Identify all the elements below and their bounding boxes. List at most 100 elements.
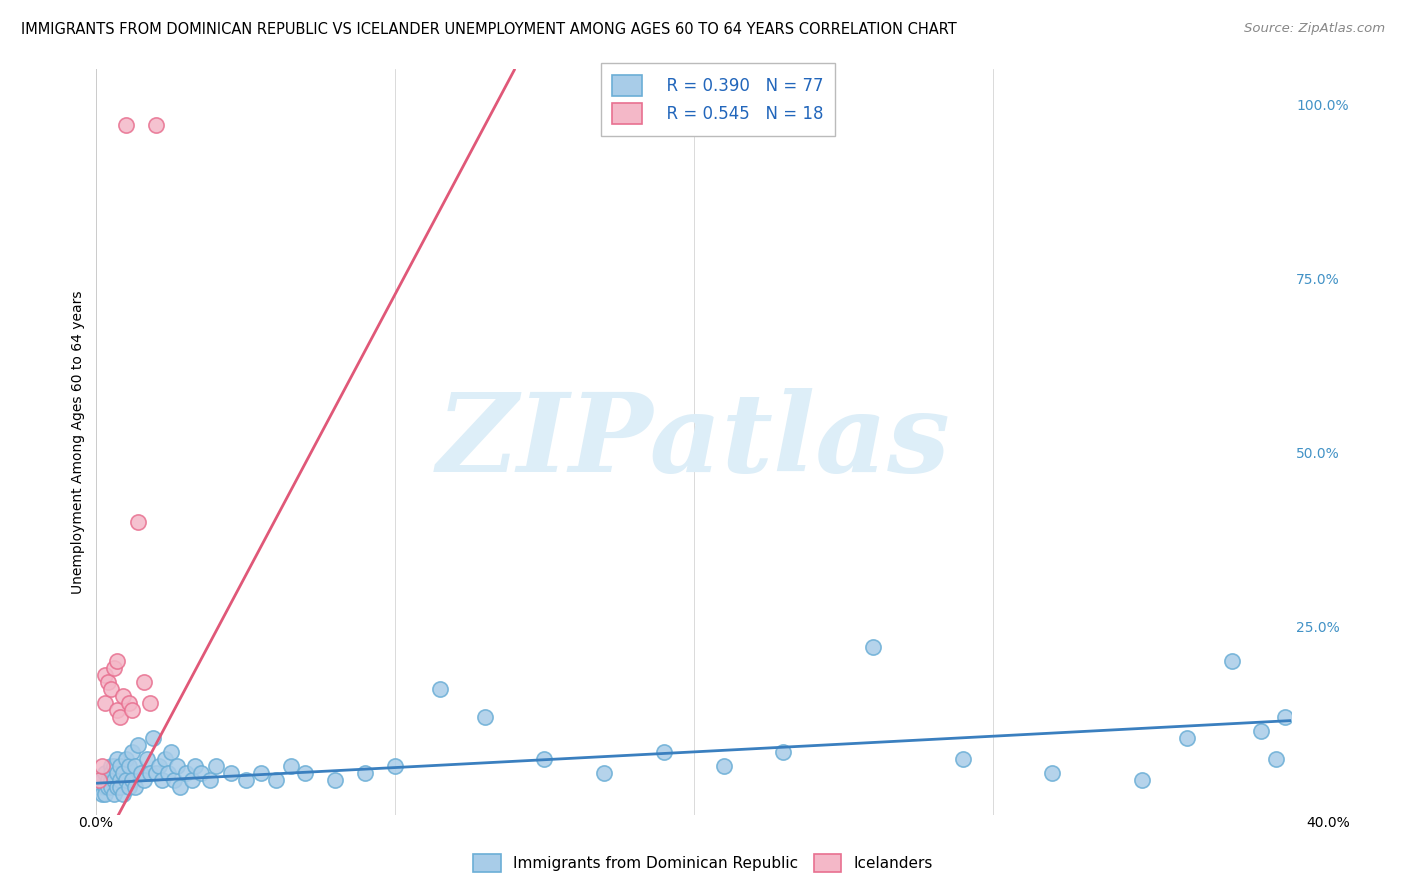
Point — [145, 118, 167, 132]
Point — [100, 772, 122, 787]
Point — [163, 772, 186, 787]
Point — [174, 765, 197, 780]
Point — [121, 703, 143, 717]
Point — [115, 118, 138, 132]
Point — [652, 745, 675, 759]
Point — [89, 780, 111, 794]
Point — [121, 772, 143, 787]
Point — [89, 772, 111, 787]
Point — [150, 772, 173, 787]
Point — [124, 780, 146, 794]
Point — [166, 759, 188, 773]
Point — [94, 696, 117, 710]
Point — [100, 765, 122, 780]
Point — [91, 759, 114, 773]
Point — [145, 765, 167, 780]
Point — [219, 765, 242, 780]
Point — [384, 759, 406, 773]
Text: Source: ZipAtlas.com: Source: ZipAtlas.com — [1244, 22, 1385, 36]
Point — [1130, 772, 1153, 787]
Point — [110, 759, 132, 773]
Point — [157, 765, 180, 780]
Point — [100, 780, 122, 794]
Point — [97, 675, 120, 690]
Point — [190, 765, 212, 780]
Text: ZIPatlas: ZIPatlas — [437, 388, 950, 496]
Point — [139, 696, 162, 710]
Point — [136, 752, 159, 766]
Point — [91, 787, 114, 801]
Point — [118, 759, 141, 773]
Point — [134, 675, 156, 690]
Point — [772, 745, 794, 759]
Point — [280, 759, 302, 773]
Point — [112, 689, 135, 703]
Point — [1274, 710, 1296, 724]
Point — [169, 780, 191, 794]
Point — [1250, 724, 1272, 739]
Legend:   R = 0.390   N = 77,   R = 0.545   N = 18: R = 0.390 N = 77, R = 0.545 N = 18 — [600, 63, 835, 136]
Point — [105, 780, 128, 794]
Point — [160, 745, 183, 759]
Point — [124, 759, 146, 773]
Point — [184, 759, 207, 773]
Point — [249, 765, 271, 780]
Point — [115, 752, 138, 766]
Point — [97, 780, 120, 794]
Point — [110, 772, 132, 787]
Point — [474, 710, 496, 724]
Point — [94, 668, 117, 682]
Point — [112, 787, 135, 801]
Point — [105, 765, 128, 780]
Point — [105, 703, 128, 717]
Point — [1265, 752, 1288, 766]
Point — [121, 745, 143, 759]
Point — [533, 752, 555, 766]
Point — [205, 759, 228, 773]
Point — [181, 772, 204, 787]
Point — [713, 759, 735, 773]
Point — [115, 772, 138, 787]
Point — [105, 654, 128, 668]
Point — [198, 772, 221, 787]
Point — [1040, 765, 1063, 780]
Point — [142, 731, 165, 745]
Point — [325, 772, 347, 787]
Point — [118, 780, 141, 794]
Point — [1220, 654, 1243, 668]
Point — [1175, 731, 1198, 745]
Point — [235, 772, 257, 787]
Point — [91, 772, 114, 787]
Point — [94, 780, 117, 794]
Point — [105, 752, 128, 766]
Y-axis label: Unemployment Among Ages 60 to 64 years: Unemployment Among Ages 60 to 64 years — [72, 290, 86, 594]
Point — [118, 696, 141, 710]
Point — [97, 772, 120, 787]
Point — [264, 772, 287, 787]
Point — [429, 682, 451, 697]
Point — [103, 661, 125, 675]
Point — [148, 759, 170, 773]
Point — [862, 640, 884, 655]
Point — [294, 765, 316, 780]
Point — [110, 710, 132, 724]
Text: 40.0%: 40.0% — [1306, 816, 1351, 830]
Point — [100, 759, 122, 773]
Point — [127, 738, 149, 752]
Point — [94, 765, 117, 780]
Text: 0.0%: 0.0% — [79, 816, 112, 830]
Point — [354, 765, 377, 780]
Point — [593, 765, 616, 780]
Point — [952, 752, 974, 766]
Point — [103, 759, 125, 773]
Point — [153, 752, 176, 766]
Point — [127, 515, 149, 529]
Point — [129, 765, 152, 780]
Point — [103, 787, 125, 801]
Point — [110, 780, 132, 794]
Text: IMMIGRANTS FROM DOMINICAN REPUBLIC VS ICELANDER UNEMPLOYMENT AMONG AGES 60 TO 64: IMMIGRANTS FROM DOMINICAN REPUBLIC VS IC… — [21, 22, 957, 37]
Point — [94, 787, 117, 801]
Point — [100, 682, 122, 697]
Legend: Immigrants from Dominican Republic, Icelanders: Immigrants from Dominican Republic, Icel… — [465, 846, 941, 880]
Point — [112, 765, 135, 780]
